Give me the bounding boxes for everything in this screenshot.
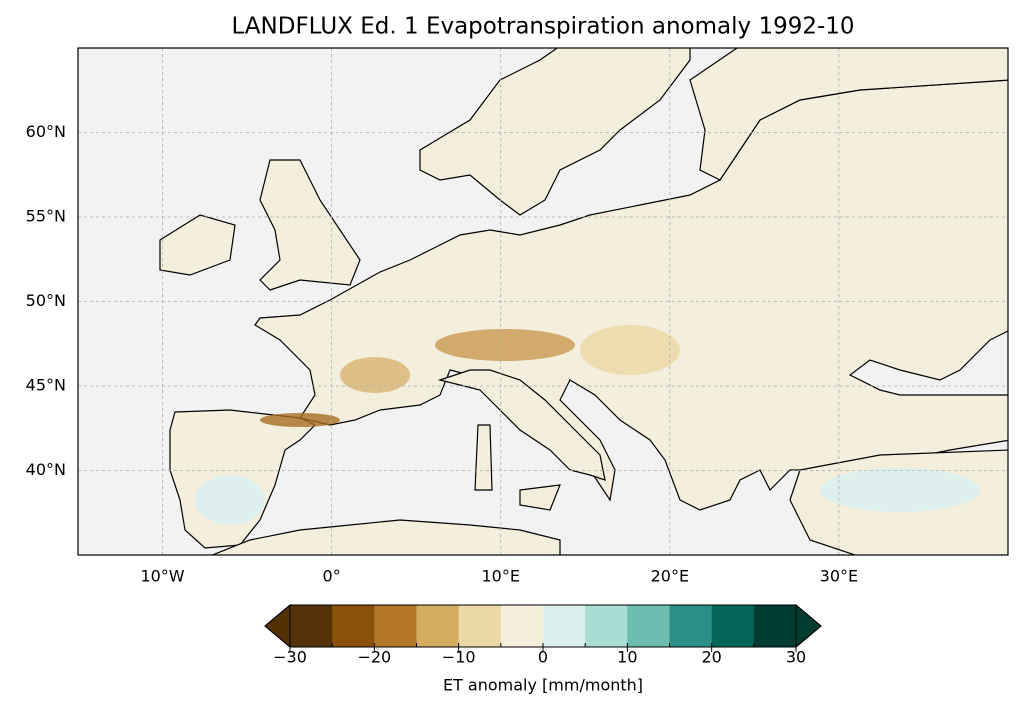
colorbar-tick-label: −30 — [273, 648, 307, 667]
y-tick-label: 55°N — [26, 207, 66, 226]
colorbar-segment — [500, 605, 544, 647]
y-tick-label: 45°N — [26, 376, 66, 395]
balkan-shading — [580, 325, 680, 375]
x-tick-label: 0° — [323, 567, 341, 586]
colorbar-segment — [585, 605, 628, 647]
ireland — [159, 214, 236, 276]
x-tick-label: 10°E — [481, 567, 519, 586]
x-tick-label: 20°E — [651, 567, 689, 586]
italy — [437, 369, 606, 481]
north-africa — [210, 519, 561, 555]
sicily — [519, 484, 561, 511]
y-tick-label: 60°N — [26, 122, 66, 141]
colorbar-segment — [458, 605, 502, 647]
y-tick-label: 50°N — [26, 291, 66, 310]
colorbar-tick-label: 30 — [786, 648, 806, 667]
iberia-wet — [195, 475, 265, 525]
colorbar-segment — [627, 605, 670, 647]
colorbar-label: ET anomaly [mm/month] — [443, 676, 643, 695]
colorbar-tick-label: 20 — [701, 648, 721, 667]
colorbar-extend-high — [795, 603, 822, 649]
x-tick-label: 30°E — [820, 567, 858, 586]
y-tick-label: 40°N — [26, 460, 66, 479]
colorbar-segment — [669, 605, 713, 647]
colorbar-segment — [753, 605, 797, 647]
pyrenees-shading — [260, 413, 340, 427]
anatolia-wet — [820, 468, 980, 512]
map-title: LANDFLUX Ed. 1 Evapotranspiration anomal… — [231, 14, 854, 40]
colorbar-tick-label: 10 — [617, 648, 637, 667]
colorbar-segment — [332, 605, 375, 647]
colorbar-extend-low — [264, 603, 291, 649]
colorbar-segment — [290, 605, 333, 647]
grid-layer — [78, 48, 1008, 555]
alps-shading — [435, 329, 575, 361]
britain — [259, 159, 361, 291]
scandinavia — [419, 48, 691, 216]
colorbar-tick-label: −20 — [357, 648, 391, 667]
land-layer — [159, 48, 1008, 555]
massif-shading — [340, 357, 410, 393]
colorbar-segment — [711, 605, 755, 647]
x-tick-label: 10°W — [140, 567, 184, 586]
colorbar-tick-label: −10 — [442, 648, 476, 667]
colorbar-segment — [416, 605, 460, 647]
sardinia-corsica — [474, 424, 493, 491]
finland — [689, 48, 1008, 181]
colorbar-tick-label: 0 — [538, 648, 548, 667]
map-frame — [77, 47, 1009, 556]
colorbar-segment — [374, 605, 417, 647]
colorbar-segment — [543, 605, 586, 647]
